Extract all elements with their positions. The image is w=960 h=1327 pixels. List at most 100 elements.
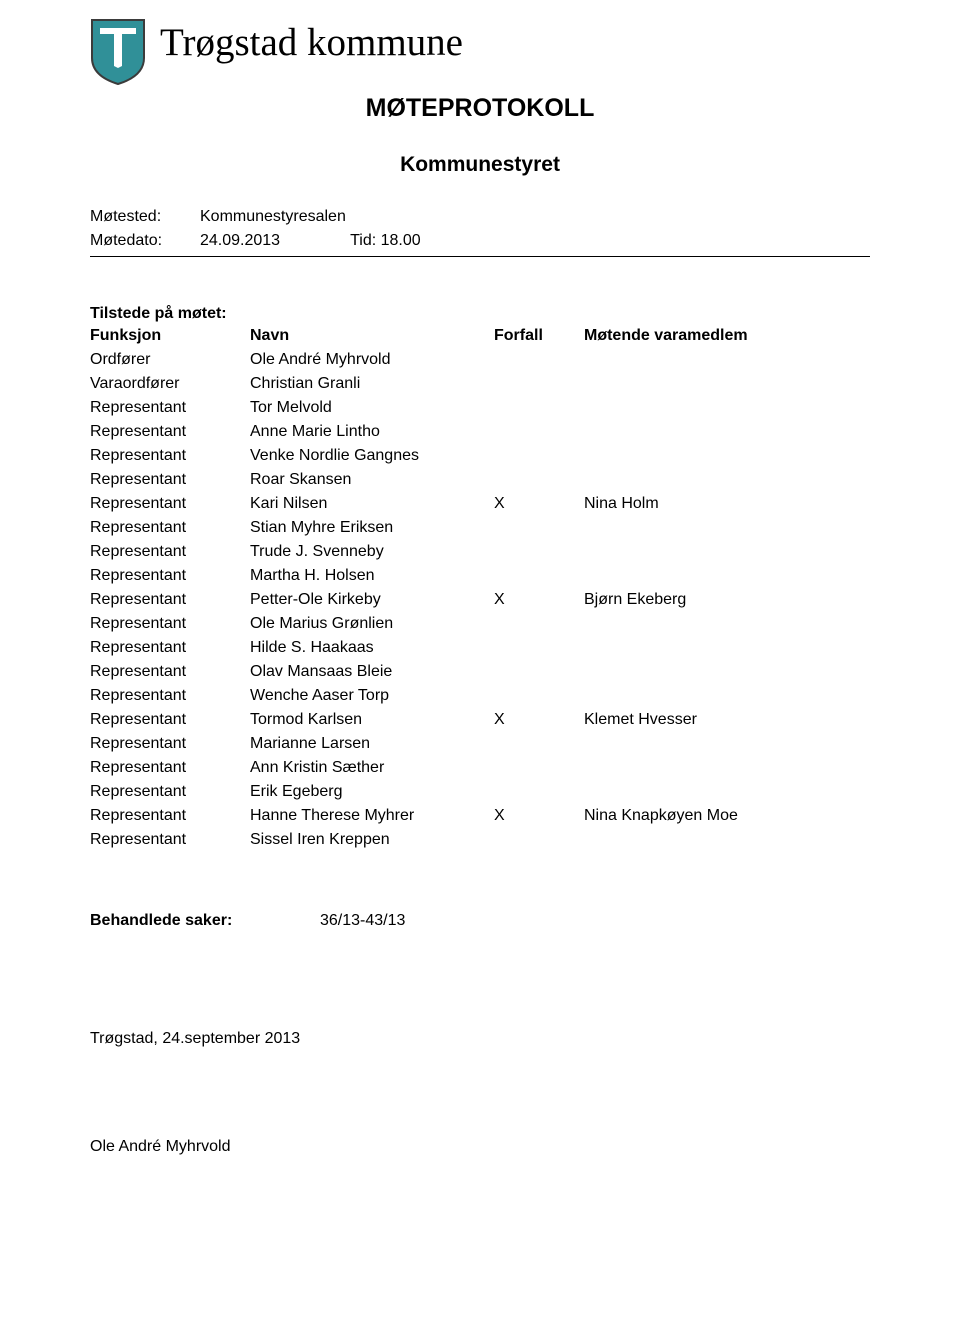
cell-funksjon: Representant [90, 396, 250, 420]
cell-funksjon: Representant [90, 540, 250, 564]
col-header-navn: Navn [250, 324, 494, 348]
cell-varamedlem [584, 660, 870, 684]
cell-forfall [494, 516, 584, 540]
processed-cases-row: Behandlede saker: 36/13-43/13 [90, 912, 870, 930]
cell-varamedlem [584, 684, 870, 708]
cell-forfall [494, 564, 584, 588]
cell-varamedlem [584, 636, 870, 660]
cell-funksjon: Representant [90, 684, 250, 708]
attendance-row: RepresentantSissel Iren Kreppen [90, 828, 870, 852]
cell-varamedlem [584, 372, 870, 396]
cell-varamedlem [584, 564, 870, 588]
cell-navn: Venke Nordlie Gangnes [250, 444, 494, 468]
cell-navn: Erik Egeberg [250, 780, 494, 804]
attendance-row: RepresentantAnne Marie Lintho [90, 420, 870, 444]
cell-navn: Christian Granli [250, 372, 494, 396]
meeting-time-value: 18.00 [381, 229, 421, 253]
cell-funksjon: Representant [90, 804, 250, 828]
cell-varamedlem [584, 732, 870, 756]
cell-varamedlem [584, 444, 870, 468]
cell-funksjon: Representant [90, 660, 250, 684]
cell-navn: Wenche Aaser Torp [250, 684, 494, 708]
cell-forfall [494, 444, 584, 468]
meeting-place-row: Møtested: Kommunestyresalen [90, 205, 870, 229]
meeting-place-label: Møtested: [90, 205, 200, 229]
meeting-date-row: Møtedato: 24.09.2013 Tid: 18.00 [90, 229, 870, 253]
cell-navn: Martha H. Holsen [250, 564, 494, 588]
cell-varamedlem: Klemet Hvesser [584, 708, 870, 732]
cell-navn: Hilde S. Haakaas [250, 636, 494, 660]
cell-varamedlem: Nina Holm [584, 492, 870, 516]
cell-funksjon: Representant [90, 636, 250, 660]
cell-navn: Roar Skansen [250, 468, 494, 492]
cell-funksjon: Representant [90, 588, 250, 612]
cell-funksjon: Representant [90, 708, 250, 732]
attendance-row: RepresentantMarianne Larsen [90, 732, 870, 756]
cell-funksjon: Representant [90, 420, 250, 444]
meeting-date-value: 24.09.2013 [200, 229, 280, 253]
cell-navn: Petter-Ole Kirkeby [250, 588, 494, 612]
cell-varamedlem [584, 348, 870, 372]
attendance-row: RepresentantMartha H. Holsen [90, 564, 870, 588]
cell-navn: Ole Marius Grønlien [250, 612, 494, 636]
cell-varamedlem [584, 756, 870, 780]
attendance-row: RepresentantStian Myhre Eriksen [90, 516, 870, 540]
cell-navn: Kari Nilsen [250, 492, 494, 516]
document-header: Trøgstad kommune [90, 18, 870, 86]
cell-forfall [494, 756, 584, 780]
cell-funksjon: Varaordfører [90, 372, 250, 396]
cell-forfall: X [494, 588, 584, 612]
cell-funksjon: Representant [90, 492, 250, 516]
meeting-place-value: Kommunestyresalen [200, 205, 870, 229]
cell-navn: Olav Mansaas Bleie [250, 660, 494, 684]
attendance-section-title: Tilstede på møtet: [90, 305, 870, 323]
attendance-row: RepresentantOle Marius Grønlien [90, 612, 870, 636]
cell-forfall: X [494, 708, 584, 732]
attendance-row: RepresentantAnn Kristin Sæther [90, 756, 870, 780]
attendance-table: Funksjon Navn Forfall Møtende varamedlem… [90, 324, 870, 852]
municipality-name: Trøgstad kommune [160, 20, 463, 65]
cell-varamedlem [584, 780, 870, 804]
cell-navn: Anne Marie Lintho [250, 420, 494, 444]
cell-varamedlem: Nina Knapkøyen Moe [584, 804, 870, 828]
municipality-logo-icon [90, 18, 146, 86]
cell-navn: Tor Melvold [250, 396, 494, 420]
cell-forfall [494, 396, 584, 420]
cell-navn: Marianne Larsen [250, 732, 494, 756]
attendance-row: RepresentantWenche Aaser Torp [90, 684, 870, 708]
cell-varamedlem [584, 420, 870, 444]
cell-navn: Stian Myhre Eriksen [250, 516, 494, 540]
attendance-row: RepresentantErik Egeberg [90, 780, 870, 804]
processed-cases-label: Behandlede saker: [90, 912, 320, 930]
attendance-row: VaraordførerChristian Granli [90, 372, 870, 396]
document-title: MØTEPROTOKOLL [90, 94, 870, 123]
attendance-row: RepresentantTrude J. Svenneby [90, 540, 870, 564]
cell-navn: Tormod Karlsen [250, 708, 494, 732]
cell-varamedlem [584, 396, 870, 420]
signature-name: Ole André Myhrvold [90, 1138, 870, 1156]
cell-funksjon: Representant [90, 516, 250, 540]
attendance-header-row: Funksjon Navn Forfall Møtende varamedlem [90, 324, 870, 348]
meeting-time-label: Tid: [350, 229, 376, 253]
cell-forfall [494, 468, 584, 492]
cell-forfall [494, 372, 584, 396]
attendance-row: OrdførerOle André Myhrvold [90, 348, 870, 372]
cell-varamedlem [584, 516, 870, 540]
attendance-row: RepresentantTormod KarlsenXKlemet Hvesse… [90, 708, 870, 732]
cell-varamedlem: Bjørn Ekeberg [584, 588, 870, 612]
cell-funksjon: Ordfører [90, 348, 250, 372]
cell-varamedlem [584, 468, 870, 492]
cell-forfall: X [494, 804, 584, 828]
attendance-row: RepresentantOlav Mansaas Bleie [90, 660, 870, 684]
cell-forfall: X [494, 492, 584, 516]
document-subtitle: Kommunestyret [90, 153, 870, 177]
cell-forfall [494, 540, 584, 564]
cell-varamedlem [584, 828, 870, 852]
attendance-row: RepresentantKari NilsenXNina Holm [90, 492, 870, 516]
cell-funksjon: Representant [90, 780, 250, 804]
col-header-varamedlem: Møtende varamedlem [584, 324, 870, 348]
cell-forfall [494, 780, 584, 804]
cell-forfall [494, 348, 584, 372]
cell-forfall [494, 420, 584, 444]
cell-forfall [494, 636, 584, 660]
